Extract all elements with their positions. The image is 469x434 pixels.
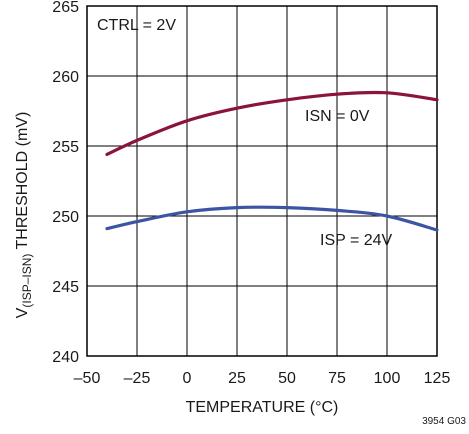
figure-id: 3954 G03	[422, 416, 466, 427]
x-tick-label: 50	[278, 370, 296, 387]
y-axis-title-sub: (ISP–ISN)	[20, 254, 34, 308]
annotation-isp: ISP = 24V	[320, 232, 393, 249]
y-axis-title-main: V	[14, 307, 31, 318]
series-layer	[105, 90, 439, 232]
x-tick-label: 100	[374, 370, 401, 387]
y-tick-label: 265	[52, 0, 79, 16]
annotation-ctrl: CTRL = 2V	[97, 17, 176, 34]
x-tick-label: –50	[74, 370, 101, 387]
x-tick-label: 75	[328, 370, 346, 387]
x-tick-label: 125	[424, 370, 451, 387]
y-tick-label: 260	[52, 69, 79, 86]
y-axis-title: V(ISP–ISN) THRESHOLD (mV)	[14, 112, 34, 319]
series-line-1	[105, 90, 439, 156]
annotation-isn: ISN = 0V	[305, 108, 370, 125]
y-axis-title-rest: THRESHOLD (mV)	[14, 112, 31, 254]
y-tick-label: 250	[52, 209, 79, 226]
x-tick-label: 25	[228, 370, 246, 387]
y-tick-label: 255	[52, 139, 79, 156]
series-line-2	[105, 205, 439, 232]
x-axis-title: TEMPERATURE (°C)	[186, 399, 339, 416]
x-tick-label: 0	[183, 370, 192, 387]
tick-labels: –50 –25 0 25 50 75 100 125 240 245 250 255 260 265	[52, 0, 450, 387]
y-tick-label: 245	[52, 279, 79, 296]
plot-frame	[86, 5, 438, 357]
y-tick-label: 240	[52, 349, 79, 366]
x-tick-label: –25	[124, 370, 151, 387]
